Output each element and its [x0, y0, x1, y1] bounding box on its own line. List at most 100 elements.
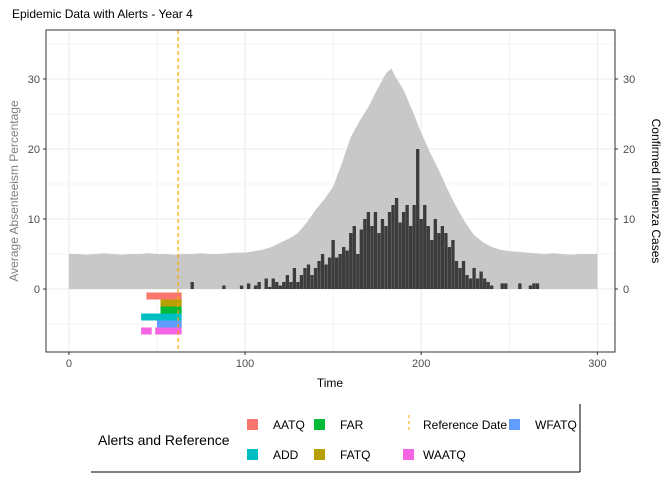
legend-label: WFATQ — [535, 418, 577, 432]
case-bar — [468, 278, 473, 289]
x-tick-label: 0 — [66, 358, 72, 370]
case-bar — [433, 219, 437, 289]
case-bar — [363, 219, 367, 289]
legend-label: FAR — [340, 418, 364, 432]
case-bar — [310, 275, 314, 289]
y-tick-label-left: 20 — [28, 144, 40, 156]
legend-key-add — [247, 449, 258, 460]
legend-key-far — [314, 419, 325, 430]
case-bar — [475, 278, 480, 289]
case-bar — [345, 250, 349, 289]
case-bar — [257, 282, 261, 289]
y-tick-label-right: 30 — [623, 74, 635, 86]
case-bar — [285, 275, 290, 289]
x-axis-label: Time — [317, 376, 344, 390]
case-bar — [320, 254, 325, 289]
x-tick-label: 100 — [236, 358, 254, 370]
case-bar — [430, 240, 434, 289]
alert-tile-far — [160, 306, 182, 314]
case-bar — [271, 278, 275, 289]
case-bar — [327, 257, 332, 289]
case-bar — [334, 257, 339, 289]
case-bar — [398, 222, 402, 289]
case-bar — [222, 285, 226, 289]
case-bar — [275, 282, 279, 289]
case-bar — [472, 268, 476, 289]
case-bar — [303, 268, 307, 289]
legend-label: FATQ — [340, 448, 370, 462]
case-bar — [423, 205, 427, 289]
case-bar — [380, 219, 385, 289]
alert-tile-aatq — [146, 292, 182, 300]
case-bar — [384, 226, 388, 289]
y-tick-label-left: 10 — [28, 214, 40, 226]
y-axis-left-label: Average Absenteeism Percentage — [7, 100, 21, 282]
case-bar — [324, 264, 328, 289]
legend-label: WAATQ — [423, 448, 466, 462]
case-bar — [458, 268, 462, 289]
case-bar — [366, 212, 371, 289]
case-bar — [299, 275, 304, 289]
case-bar — [349, 233, 353, 289]
case-bar — [401, 212, 406, 289]
alert-tile-waatq — [155, 327, 182, 335]
legend-label: ADD — [273, 448, 299, 462]
case-bar — [317, 261, 321, 289]
chart-title: Epidemic Data with Alerts - Year 4 — [12, 7, 193, 21]
case-bar — [419, 219, 423, 289]
case-bar — [518, 283, 522, 289]
case-bar — [282, 282, 286, 289]
case-bar — [532, 283, 536, 289]
case-bar — [447, 247, 452, 289]
case-bar — [444, 233, 448, 289]
case-bar — [278, 285, 282, 289]
case-bar — [479, 271, 483, 289]
y-tick-label-left: 0 — [34, 284, 40, 296]
case-bar — [377, 233, 381, 289]
case-bar — [426, 226, 430, 289]
case-bar — [528, 285, 533, 289]
plot-panel-border — [45, 29, 616, 353]
y-tick-label-right: 0 — [623, 284, 629, 296]
case-bar — [268, 286, 272, 289]
alert-tile-waatq — [141, 327, 152, 335]
legend-key-fatq — [314, 449, 325, 460]
y-axis-right-label: Confirmed Influenza Cases — [649, 119, 663, 264]
case-bar — [405, 205, 409, 289]
case-bar — [437, 233, 441, 289]
case-bar — [356, 254, 360, 289]
case-bar — [482, 278, 487, 289]
alert-tile-add — [141, 313, 182, 321]
legend-label: Reference Date — [423, 418, 507, 432]
case-bar — [289, 282, 293, 289]
case-bar — [313, 268, 318, 289]
case-bar — [416, 149, 420, 289]
case-bar — [359, 229, 364, 289]
legend: Alerts and Reference AATQ FAR Reference Da… — [91, 404, 581, 473]
legend-label: AATQ — [273, 418, 305, 432]
case-bar — [535, 283, 540, 289]
case-bar — [370, 226, 374, 289]
case-bar — [440, 226, 445, 289]
case-bar — [387, 212, 392, 289]
y-tick-label-right: 20 — [623, 144, 635, 156]
case-bar — [408, 226, 413, 289]
case-bar — [292, 268, 297, 289]
case-bar — [246, 283, 251, 289]
case-bar — [190, 282, 194, 289]
case-bar — [373, 212, 378, 289]
case-bar — [451, 240, 455, 289]
case-bar — [342, 247, 346, 289]
case-bar — [504, 283, 508, 289]
case-bar — [239, 285, 244, 289]
legend-title: Alerts and Reference — [98, 432, 230, 448]
legend-key-aatq — [247, 419, 258, 430]
case-bar — [253, 285, 258, 289]
case-bar — [391, 205, 395, 289]
alert-tile-wfatq — [156, 320, 182, 328]
case-bar — [500, 283, 504, 289]
case-bar — [454, 261, 459, 289]
legend-key-waatq — [403, 449, 414, 460]
x-tick-label: 300 — [588, 358, 606, 370]
